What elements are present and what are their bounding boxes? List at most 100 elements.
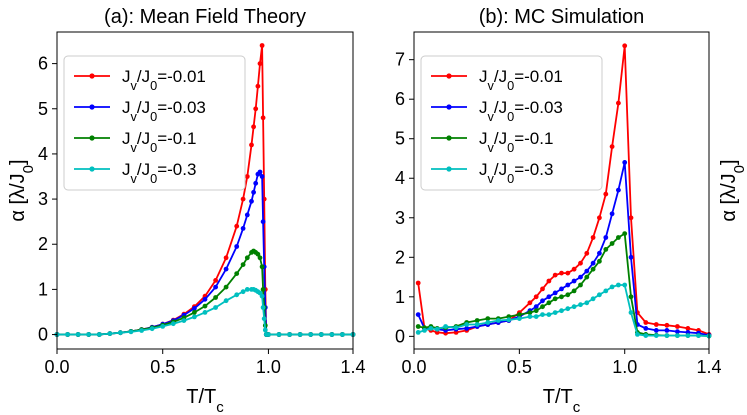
data-point <box>422 328 427 333</box>
data-point <box>329 332 335 337</box>
data-point <box>590 260 596 266</box>
data-point <box>160 324 166 329</box>
x-tick-label: 0.0 <box>44 357 69 377</box>
legend-marker <box>446 166 452 172</box>
subscript: v <box>131 171 138 186</box>
data-point <box>696 333 701 338</box>
chart-title: (a): Mean Field Theory <box>104 6 306 28</box>
x-tick-label: 1.0 <box>612 357 637 377</box>
subscript: v <box>488 140 495 155</box>
subscript: 0 <box>731 165 747 173</box>
text-part: /J <box>137 67 150 86</box>
data-point <box>578 260 583 266</box>
data-point <box>223 266 229 272</box>
legend-label: Jv/J0=-0.1 <box>122 129 196 155</box>
text-part: /J <box>494 67 507 86</box>
data-point <box>253 180 259 186</box>
text-part: /J <box>494 160 507 179</box>
data-point <box>257 61 263 66</box>
data-point <box>622 282 628 288</box>
data-point <box>261 316 267 322</box>
data-point <box>609 241 615 246</box>
data-point <box>609 284 615 290</box>
text-part: J <box>122 98 131 117</box>
data-point <box>533 314 539 319</box>
data-point <box>234 223 240 229</box>
data-point <box>527 300 533 306</box>
text-part: /J <box>137 160 150 179</box>
data-point <box>664 333 670 338</box>
data-point <box>584 250 590 256</box>
data-point <box>260 287 266 292</box>
data-point <box>603 191 609 197</box>
data-point <box>223 284 229 290</box>
text-part: =-0.03 <box>514 98 563 117</box>
legend-marker <box>446 135 452 141</box>
text-part: =-0.01 <box>157 67 206 86</box>
data-point <box>578 282 583 288</box>
data-point <box>202 296 208 302</box>
data-point <box>578 274 583 280</box>
subscript: v <box>488 109 495 124</box>
data-point <box>571 266 577 272</box>
data-point <box>527 310 533 315</box>
data-point <box>234 271 240 276</box>
subscript: v <box>488 78 495 93</box>
x-axis-label: T/Tc <box>186 386 224 415</box>
data-point <box>240 262 246 267</box>
data-point <box>628 215 634 221</box>
data-point <box>428 326 434 331</box>
data-point <box>485 320 491 325</box>
data-point <box>616 235 621 240</box>
text-part: J <box>479 98 488 117</box>
data-point <box>259 43 265 48</box>
data-point <box>257 169 263 175</box>
data-point <box>192 314 197 320</box>
data-point <box>244 212 250 218</box>
data-point <box>266 332 271 337</box>
data-point <box>609 144 615 150</box>
data-point <box>213 305 219 310</box>
data-point <box>107 331 113 336</box>
axes-frame <box>56 31 354 350</box>
data-point <box>308 332 314 337</box>
text-part: =-0.03 <box>157 98 206 117</box>
data-point <box>260 115 266 121</box>
data-point <box>533 294 539 300</box>
data-point <box>664 328 670 333</box>
chart-panel-b: (b): MC Simulation 0.0 0.5 1.0 1.4 0 1 2 3 4 5 6 7 T/… <box>395 6 747 415</box>
data-point <box>540 312 545 317</box>
data-point <box>244 255 250 261</box>
data-point <box>485 316 491 321</box>
legend-label: Jv/J0=-0.03 <box>479 98 563 124</box>
text-part: α [λ/J <box>718 173 740 221</box>
data-point <box>192 306 197 311</box>
data-point <box>434 326 440 332</box>
data-point <box>571 278 577 284</box>
data-point <box>170 321 176 327</box>
data-point <box>259 174 265 179</box>
data-point <box>628 310 634 315</box>
legend <box>420 55 603 191</box>
text-part: /J <box>494 129 507 148</box>
data-point <box>552 272 558 278</box>
y-tick-label: 1 <box>38 279 48 299</box>
y-tick-label: 3 <box>38 189 48 209</box>
text-part: T/T <box>186 386 216 408</box>
y-tick-label: 0 <box>38 325 48 345</box>
data-point <box>253 106 259 112</box>
data-point <box>139 328 145 333</box>
y-tick-label: 6 <box>395 89 405 109</box>
data-point <box>540 304 545 310</box>
data-point <box>643 320 649 325</box>
data-point <box>213 278 219 283</box>
data-point <box>260 305 266 310</box>
y-tick-label: 5 <box>395 129 405 149</box>
data-point <box>597 292 602 298</box>
data-point <box>287 332 292 337</box>
data-point <box>603 247 609 252</box>
data-point <box>622 231 628 237</box>
data-point <box>149 326 155 332</box>
data-point <box>202 303 208 309</box>
